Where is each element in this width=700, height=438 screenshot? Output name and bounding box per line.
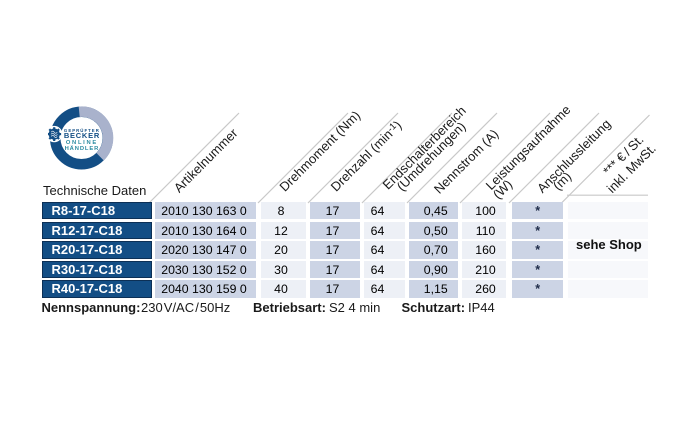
svg-text:GEPRÜFTER: GEPRÜFTER: [64, 128, 100, 133]
svg-text:S2 4 min: S2 4 min: [329, 300, 380, 315]
svg-text:Betriebsart:: Betriebsart:: [253, 300, 326, 315]
svg-text:ONLINE: ONLINE: [66, 140, 98, 146]
svg-text:230 V/AC / 50Hz: 230 V/AC / 50Hz: [141, 300, 230, 315]
svg-text:Schutzart:: Schutzart:: [402, 300, 466, 315]
svg-text:Technische Daten: Technische Daten: [43, 183, 146, 198]
svg-text:IP44: IP44: [468, 300, 495, 315]
svg-text:Nennspannung:: Nennspannung:: [42, 300, 141, 315]
svg-text:BECKER: BECKER: [64, 131, 100, 140]
svg-text:Artikelnummer: Artikelnummer: [171, 125, 241, 195]
svg-text:HÄNDLER: HÄNDLER: [65, 145, 100, 152]
